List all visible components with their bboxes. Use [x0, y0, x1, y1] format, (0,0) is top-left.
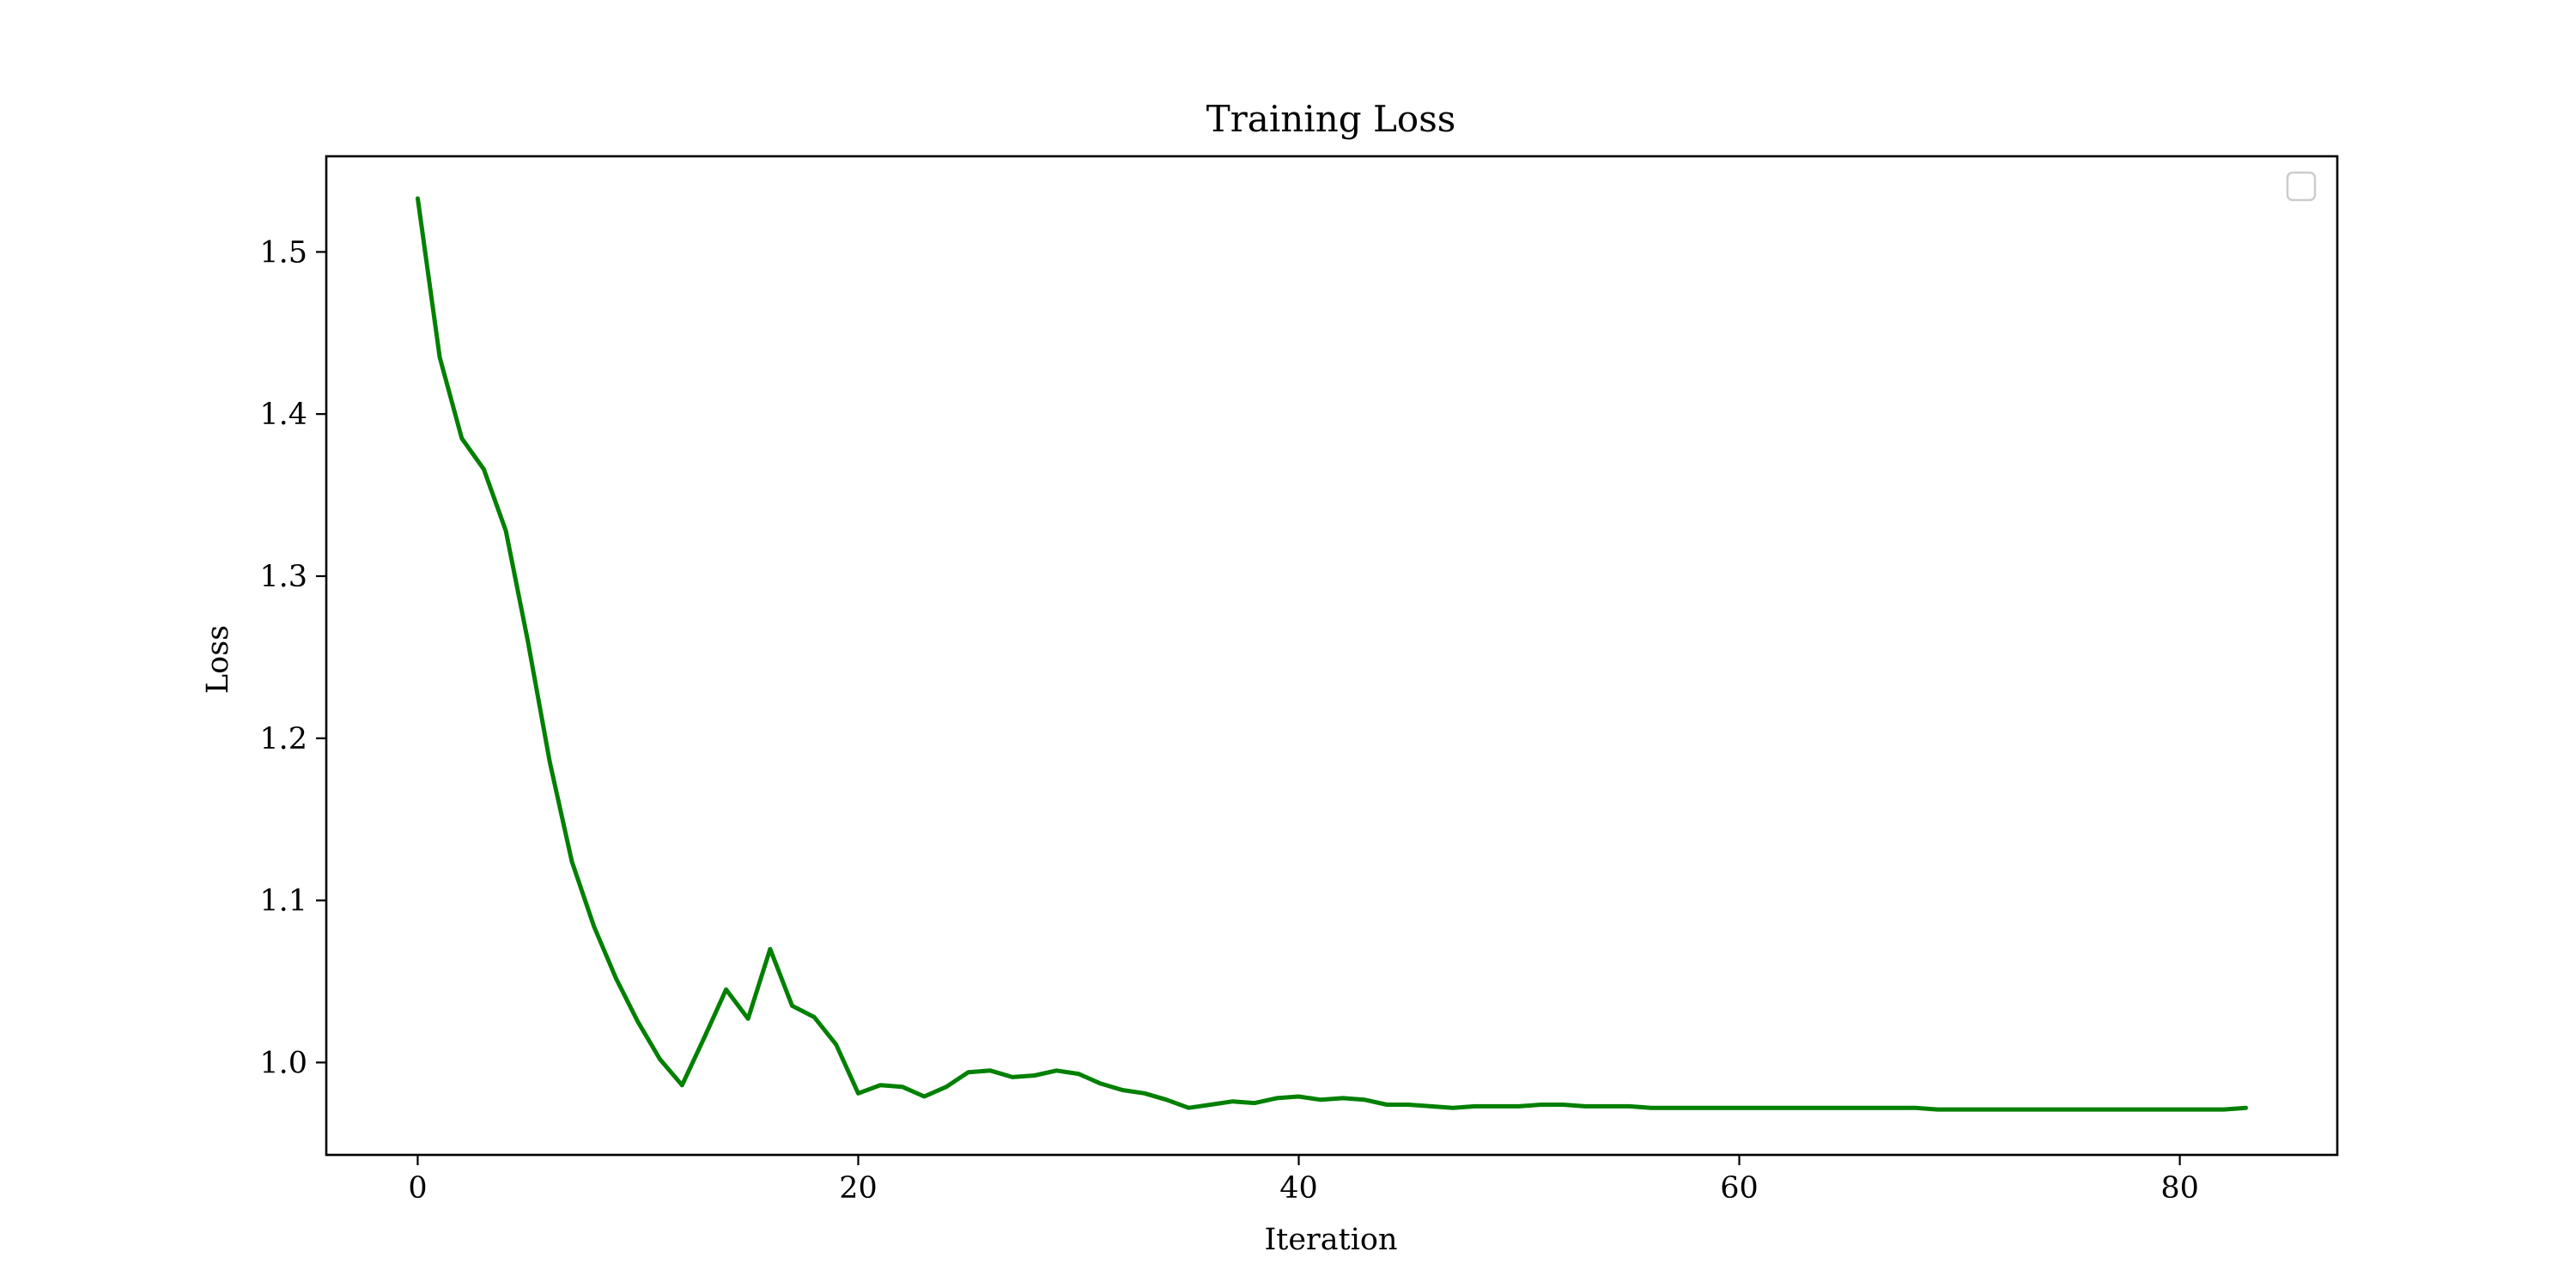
- y-axis-label: Loss: [201, 625, 235, 694]
- y-tick-label: 1.3: [259, 560, 307, 594]
- x-axis-label: Iteration: [1264, 1223, 1397, 1257]
- y-tick-label: 1.0: [259, 1046, 307, 1080]
- x-tick-label: 60: [1720, 1171, 1759, 1206]
- series-line: [416, 196, 2248, 1112]
- chart-title: Training Loss: [1206, 98, 1456, 140]
- plot-frame: [325, 155, 2339, 1157]
- y-tick-label: 1.4: [259, 398, 307, 432]
- legend-box: [2286, 171, 2317, 202]
- x-tick-label: 0: [408, 1171, 427, 1206]
- y-tick-label: 1.5: [259, 235, 307, 270]
- x-tick-label: 80: [2160, 1171, 2199, 1206]
- x-tick-label: 20: [839, 1171, 878, 1206]
- y-tick-label: 1.1: [259, 884, 307, 919]
- ticks-group: 0 20 40 60 80 1.0 1.1 1.2 1.3 1.4 1.5: [259, 235, 2199, 1206]
- x-tick-label: 40: [1279, 1171, 1318, 1206]
- y-tick-label: 1.2: [259, 722, 307, 756]
